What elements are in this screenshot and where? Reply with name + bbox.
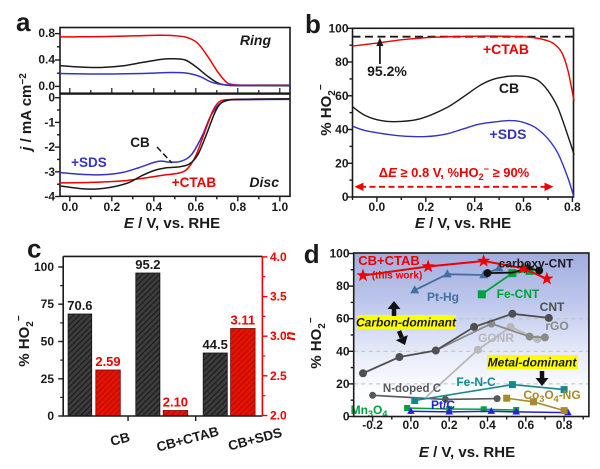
svg-text:CNT: CNT	[540, 300, 565, 314]
svg-text:Disc: Disc	[249, 174, 279, 190]
svg-text:CB+CTAB: CB+CTAB	[358, 253, 420, 268]
svg-text:Metal-dominant: Metal-dominant	[488, 356, 578, 370]
svg-text:2.5: 2.5	[270, 369, 287, 383]
svg-text:n: n	[282, 331, 299, 340]
svg-text:0.4: 0.4	[38, 53, 55, 67]
svg-text:40: 40	[336, 344, 350, 358]
svg-text:60: 60	[336, 312, 350, 326]
svg-text:0.0: 0.0	[38, 79, 55, 93]
svg-text:0.6: 0.6	[187, 200, 204, 214]
svg-text:0.4: 0.4	[479, 418, 496, 432]
svg-text:+SDS: +SDS	[71, 155, 107, 170]
svg-text:4.0: 4.0	[270, 250, 287, 264]
svg-text:Carbon-dominant: Carbon-dominant	[356, 316, 457, 330]
svg-text:0.2: 0.2	[103, 200, 120, 214]
svg-text:0: 0	[48, 91, 55, 105]
svg-text:0: 0	[47, 409, 54, 423]
svg-text:-1: -1	[44, 115, 55, 129]
svg-text:CB: CB	[109, 429, 132, 449]
svg-text:rGO: rGO	[545, 319, 568, 333]
svg-text:44.5: 44.5	[203, 337, 228, 352]
svg-text:75: 75	[41, 297, 55, 311]
svg-text:20: 20	[335, 156, 349, 170]
svg-text:CB+CTAB: CB+CTAB	[155, 424, 221, 455]
svg-text:40: 40	[335, 123, 349, 137]
svg-text:carboxy-CNT: carboxy-CNT	[499, 257, 574, 271]
svg-text:0.8: 0.8	[564, 200, 581, 214]
svg-text:d: d	[304, 239, 320, 269]
svg-text:100: 100	[34, 260, 54, 274]
svg-text:-3: -3	[44, 165, 55, 179]
svg-text:CB: CB	[130, 135, 150, 150]
svg-text:b: b	[305, 9, 321, 39]
svg-text:Pt-Hg: Pt-Hg	[427, 290, 459, 304]
svg-text:j / mA cm−2: j / mA cm−2	[18, 73, 35, 153]
svg-text:E / V, vs. RHE: E / V, vs. RHE	[415, 215, 511, 232]
svg-text:3.5: 3.5	[270, 290, 287, 304]
svg-text:100: 100	[329, 247, 349, 261]
svg-text:(this work): (this work)	[372, 271, 423, 282]
svg-text:0.8: 0.8	[38, 26, 55, 40]
svg-text:0.6: 0.6	[515, 200, 532, 214]
svg-text:0.8: 0.8	[229, 200, 246, 214]
svg-text:% HO2−: % HO2−	[306, 317, 328, 369]
svg-text:+CTAB: +CTAB	[172, 175, 217, 190]
svg-text:c: c	[27, 235, 41, 264]
svg-text:3.11: 3.11	[231, 313, 256, 328]
svg-text:1.0: 1.0	[271, 200, 288, 214]
svg-text:GONR: GONR	[478, 331, 514, 345]
svg-text:CB: CB	[499, 80, 519, 96]
svg-text:100: 100	[328, 21, 348, 35]
svg-text:E / V, vs. RHE: E / V, vs. RHE	[419, 444, 515, 461]
svg-text:0.0: 0.0	[369, 200, 386, 214]
svg-text:% HO2−: % HO2−	[316, 84, 338, 136]
svg-text:60: 60	[335, 89, 349, 103]
svg-text:0.0: 0.0	[61, 200, 78, 214]
svg-text:+SDS: +SDS	[490, 126, 527, 142]
svg-text:+CTAB: +CTAB	[483, 41, 529, 57]
svg-text:Co3O4-NG: Co3O4-NG	[523, 388, 580, 404]
svg-text:80: 80	[335, 55, 349, 69]
svg-text:0.4: 0.4	[145, 200, 162, 214]
svg-text:3.0: 3.0	[270, 329, 287, 343]
svg-text:95.2: 95.2	[135, 257, 160, 272]
svg-text:Fe-CNT: Fe-CNT	[497, 287, 540, 301]
svg-text:0.8: 0.8	[556, 418, 573, 432]
svg-text:70.6: 70.6	[67, 298, 92, 313]
svg-text:ΔE ≥ 0.8 V, %HO2− ≥ 90%: ΔE ≥ 0.8 V, %HO2− ≥ 90%	[379, 164, 530, 182]
svg-text:E / V, vs. RHE: E / V, vs. RHE	[124, 215, 220, 232]
svg-text:2.10: 2.10	[163, 395, 188, 410]
svg-text:25: 25	[41, 372, 55, 386]
svg-text:95.2%: 95.2%	[367, 63, 407, 79]
svg-text:0.6: 0.6	[517, 418, 534, 432]
svg-text:-2: -2	[44, 140, 55, 154]
svg-text:a: a	[16, 7, 31, 37]
svg-text:50: 50	[41, 335, 55, 349]
svg-text:0: 0	[342, 190, 349, 204]
svg-text:Pt/C: Pt/C	[431, 398, 455, 412]
svg-text:% HO2−: % HO2−	[14, 315, 36, 367]
svg-text:-0.2: -0.2	[362, 418, 383, 432]
svg-text:2.0: 2.0	[270, 409, 287, 423]
svg-text:Mn3O4: Mn3O4	[351, 403, 388, 419]
svg-text:Ring: Ring	[240, 32, 272, 48]
svg-text:0.4: 0.4	[466, 200, 483, 214]
svg-text:20: 20	[336, 377, 350, 391]
svg-text:-4: -4	[44, 190, 55, 204]
svg-text:CB+SDS: CB+SDS	[226, 425, 283, 454]
svg-text:0: 0	[343, 410, 350, 424]
svg-text:2.59: 2.59	[95, 354, 120, 369]
svg-text:80: 80	[336, 279, 350, 293]
svg-text:Fe-N-C: Fe-N-C	[456, 375, 496, 389]
svg-text:N-doped C: N-doped C	[383, 383, 441, 395]
svg-text:0.0: 0.0	[403, 418, 420, 432]
svg-text:0.2: 0.2	[417, 200, 434, 214]
svg-text:0.2: 0.2	[441, 418, 458, 432]
